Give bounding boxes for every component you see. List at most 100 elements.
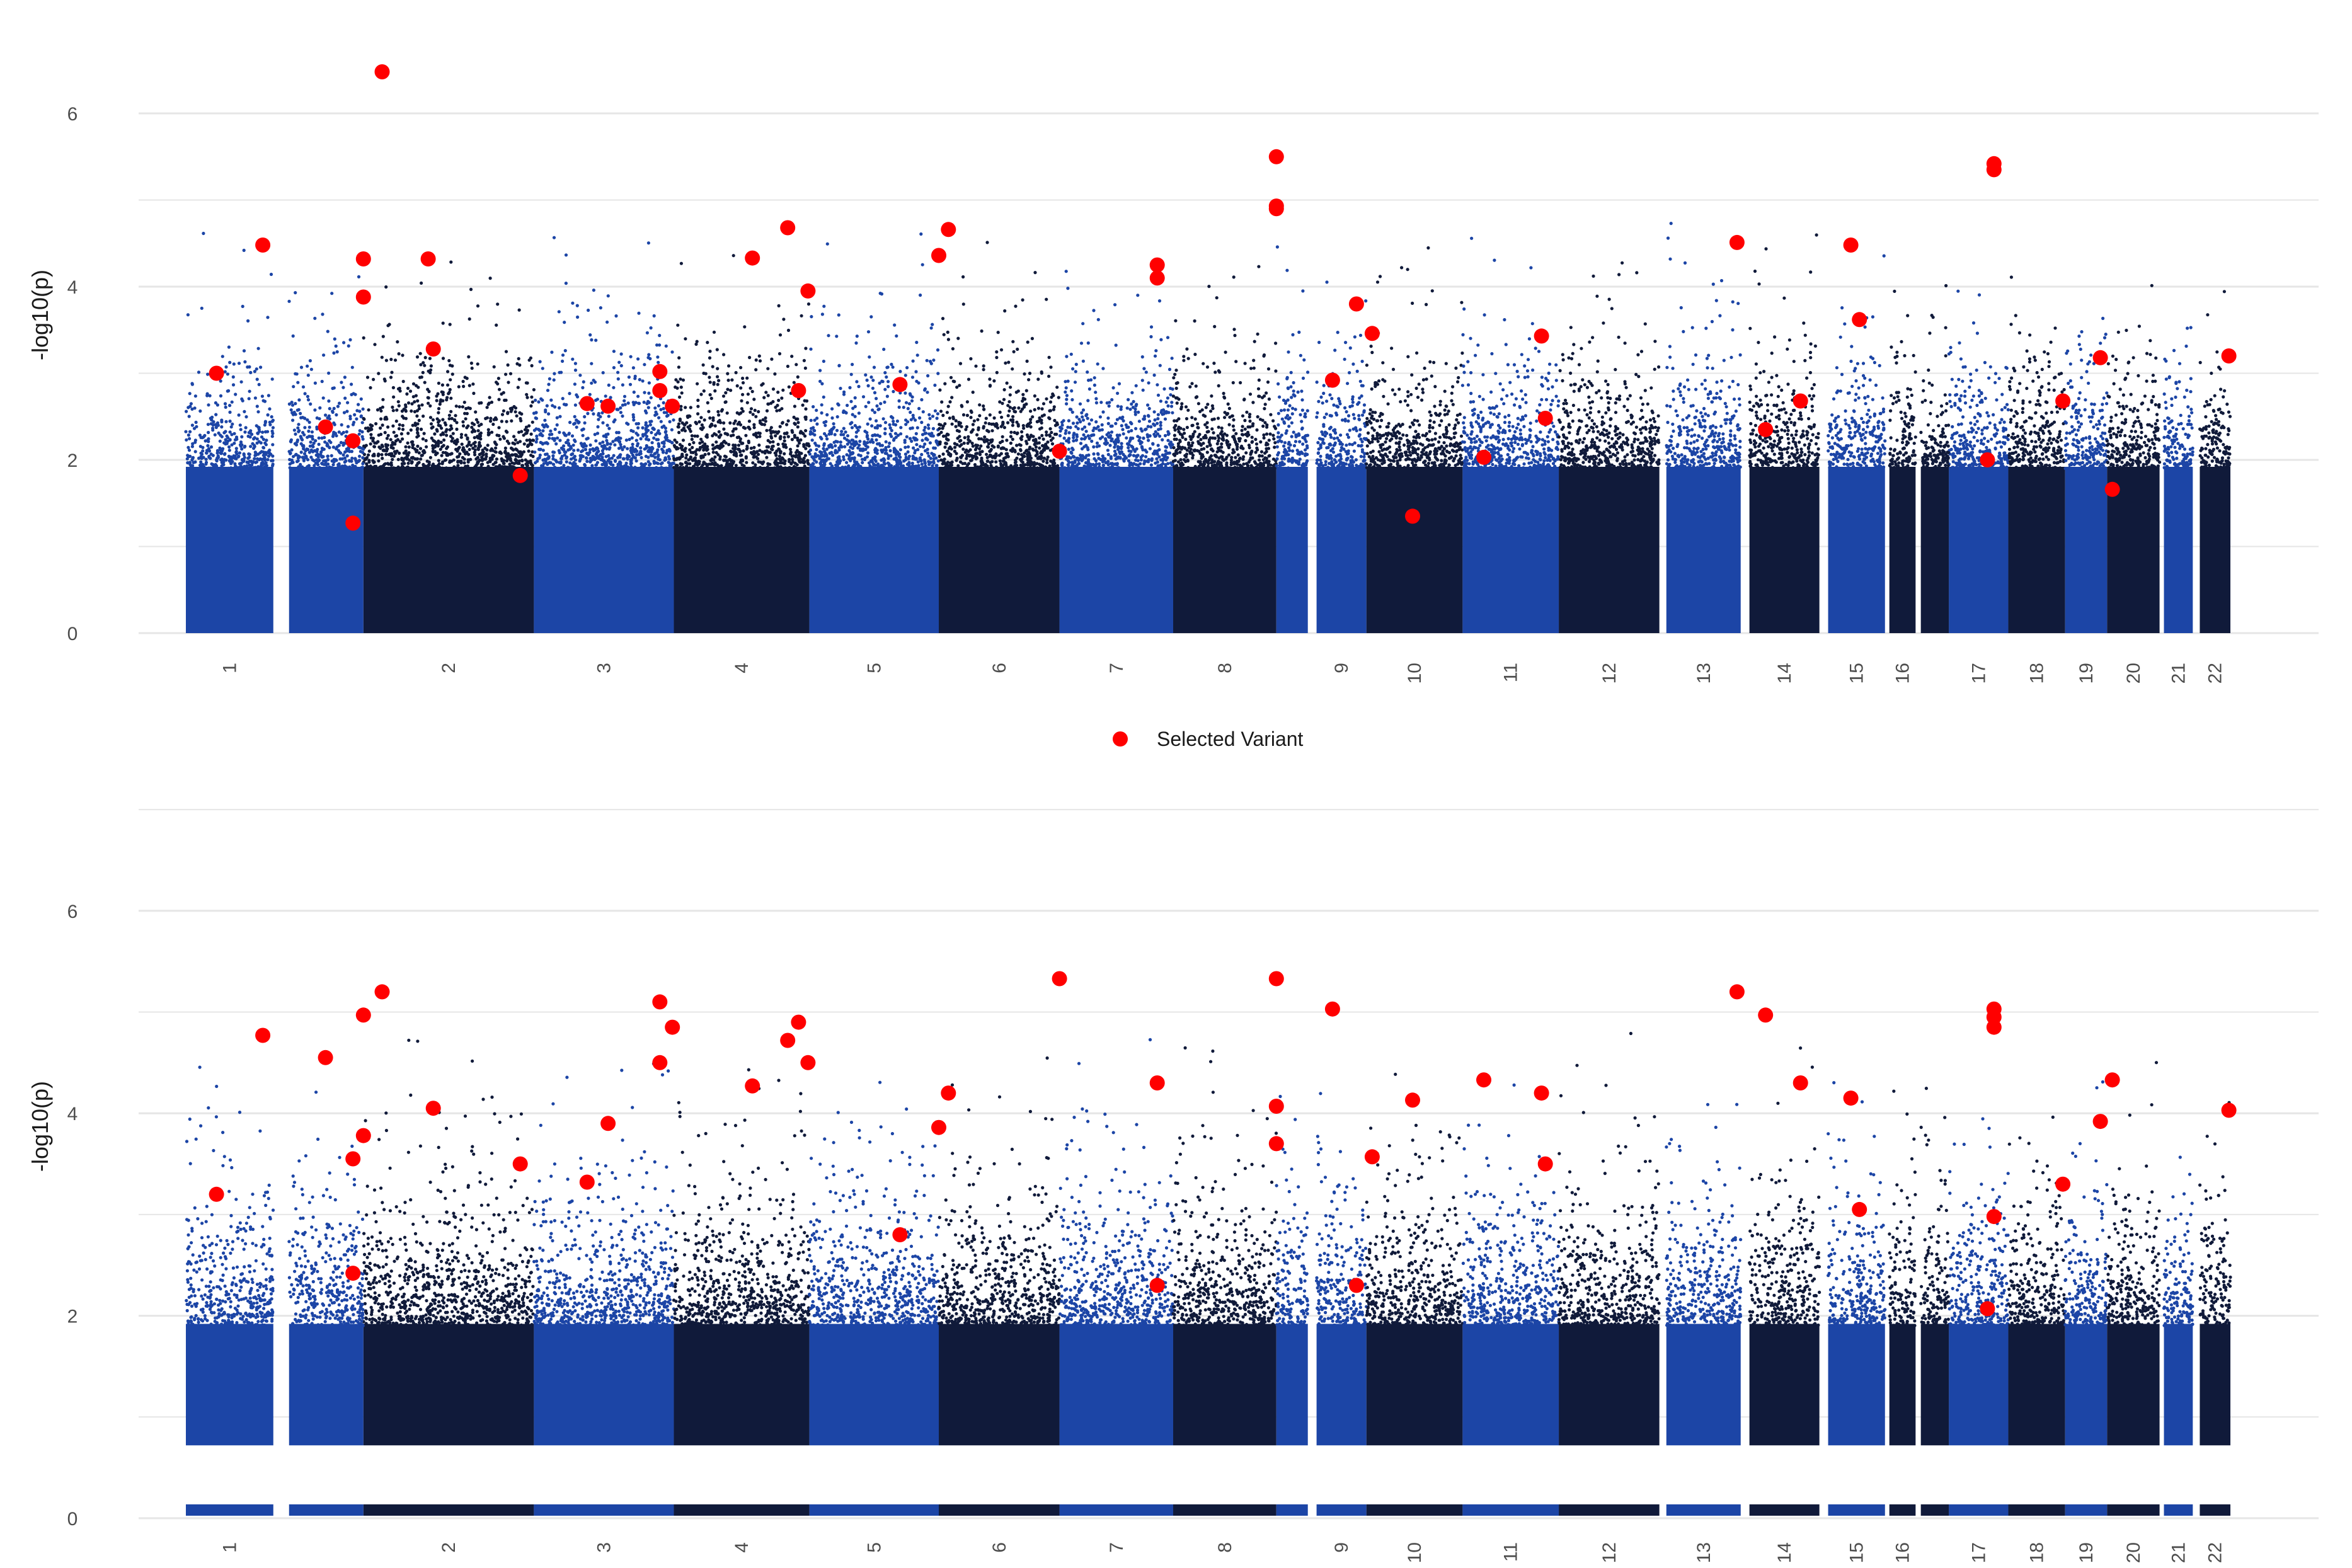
background-point bbox=[732, 427, 736, 431]
background-point bbox=[1145, 450, 1149, 454]
background-point bbox=[1025, 442, 1029, 445]
background-point bbox=[455, 421, 459, 425]
background-point bbox=[1016, 452, 1020, 456]
background-point bbox=[1326, 445, 1330, 450]
background-point bbox=[837, 363, 841, 367]
background-point bbox=[1248, 419, 1252, 423]
background-point bbox=[647, 449, 651, 452]
background-point bbox=[253, 450, 257, 454]
background-point bbox=[1132, 466, 1135, 470]
background-point bbox=[1134, 458, 1138, 462]
background-point bbox=[564, 450, 568, 454]
background-point bbox=[1268, 432, 1272, 436]
background-point bbox=[502, 437, 507, 440]
background-point bbox=[631, 442, 634, 447]
background-point bbox=[1321, 464, 1325, 468]
background-point bbox=[437, 459, 440, 462]
background-point bbox=[450, 372, 454, 376]
background-point bbox=[1246, 464, 1250, 468]
background-point bbox=[450, 439, 454, 443]
background-point bbox=[793, 435, 797, 439]
background-point bbox=[1000, 415, 1004, 419]
background-point bbox=[1350, 455, 1353, 459]
background-point bbox=[690, 434, 694, 438]
background-point bbox=[855, 461, 859, 464]
background-point bbox=[573, 438, 577, 442]
background-point bbox=[982, 404, 985, 408]
background-point bbox=[1202, 465, 1206, 469]
background-point bbox=[990, 444, 994, 448]
background-point bbox=[1004, 465, 1008, 469]
background-point bbox=[239, 380, 243, 384]
background-point bbox=[678, 456, 682, 460]
background-point bbox=[825, 437, 829, 441]
background-point bbox=[968, 454, 972, 458]
background-point bbox=[1165, 445, 1169, 449]
background-point bbox=[713, 455, 717, 459]
background-point bbox=[1248, 392, 1253, 396]
background-point bbox=[558, 415, 562, 418]
background-point bbox=[1202, 442, 1205, 445]
background-point bbox=[590, 381, 594, 385]
background-point bbox=[263, 465, 267, 469]
background-point bbox=[637, 311, 641, 315]
background-point bbox=[1159, 338, 1163, 341]
background-point bbox=[1156, 383, 1159, 387]
background-point bbox=[814, 444, 818, 447]
background-point bbox=[1040, 414, 1044, 418]
background-point bbox=[766, 367, 770, 370]
background-point bbox=[568, 420, 572, 425]
background-point bbox=[1147, 457, 1150, 462]
background-point bbox=[681, 438, 686, 442]
background-point bbox=[745, 376, 749, 380]
background-point bbox=[922, 445, 926, 449]
background-point bbox=[243, 430, 247, 434]
background-point bbox=[396, 400, 400, 404]
background-point bbox=[1208, 436, 1212, 440]
background-point bbox=[405, 455, 409, 459]
background-point bbox=[1084, 430, 1088, 433]
background-point bbox=[1243, 427, 1247, 431]
background-point bbox=[703, 452, 707, 457]
background-point bbox=[1014, 304, 1018, 308]
background-point bbox=[1248, 413, 1252, 416]
background-point bbox=[271, 443, 275, 447]
background-point bbox=[778, 425, 782, 428]
background-point bbox=[386, 462, 390, 466]
background-point bbox=[599, 306, 603, 310]
background-point bbox=[723, 400, 727, 404]
background-point bbox=[469, 457, 473, 462]
background-point bbox=[650, 431, 653, 435]
background-point bbox=[933, 446, 937, 450]
background-point bbox=[1358, 379, 1362, 383]
background-point bbox=[1092, 309, 1096, 312]
background-point bbox=[1364, 299, 1368, 303]
background-point bbox=[384, 358, 389, 362]
background-point bbox=[668, 420, 672, 424]
background-point bbox=[427, 396, 430, 400]
background-point bbox=[757, 467, 761, 471]
background-point bbox=[381, 405, 385, 409]
background-point bbox=[1265, 432, 1269, 436]
background-point bbox=[381, 398, 385, 401]
background-point bbox=[749, 446, 753, 450]
background-point bbox=[206, 372, 210, 376]
background-point bbox=[1189, 437, 1193, 442]
background-point bbox=[583, 447, 588, 452]
background-point bbox=[649, 396, 653, 399]
background-point bbox=[568, 392, 571, 396]
background-point bbox=[1029, 409, 1033, 413]
background-point bbox=[234, 392, 238, 396]
background-point bbox=[737, 444, 741, 447]
background-point bbox=[681, 466, 685, 469]
background-point bbox=[588, 443, 592, 447]
background-point bbox=[798, 441, 801, 445]
background-point bbox=[504, 398, 508, 402]
background-point bbox=[846, 434, 850, 438]
background-point bbox=[779, 435, 783, 438]
background-point bbox=[457, 385, 461, 389]
background-point bbox=[992, 416, 996, 420]
background-point bbox=[462, 384, 466, 389]
background-point bbox=[1111, 386, 1115, 390]
background-point bbox=[866, 441, 869, 445]
